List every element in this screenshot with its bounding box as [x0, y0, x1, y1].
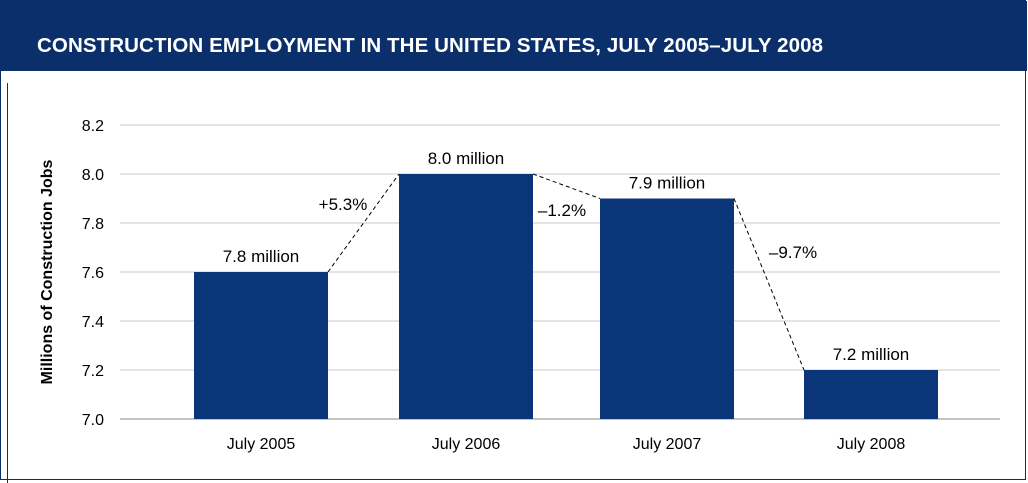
- y-tick-label: 7.0: [82, 412, 104, 429]
- data-label: 7.9 million: [629, 174, 706, 193]
- y-tick-label: 8.0: [82, 167, 104, 184]
- y-tick-label: 7.4: [82, 314, 104, 331]
- title-bar: CONSTRUCTION EMPLOYMENT IN THE UNITED ST…: [1, 1, 1027, 71]
- change-label: –9.7%: [769, 243, 817, 262]
- bar: [399, 174, 533, 419]
- x-tick-label: July 2007: [633, 436, 702, 453]
- chart-title: CONSTRUCTION EMPLOYMENT IN THE UNITED ST…: [37, 34, 824, 57]
- y-tick-label: 8.2: [82, 118, 104, 135]
- data-label: 7.8 million: [223, 247, 300, 266]
- change-label: –1.2%: [538, 201, 586, 220]
- x-tick-label: July 2005: [227, 436, 296, 453]
- x-tick-label: July 2006: [432, 436, 501, 453]
- change-connector: [733, 198, 805, 371]
- y-tick-label: 7.6: [82, 265, 104, 282]
- bar: [600, 198, 734, 419]
- bar: [194, 272, 328, 419]
- frame-left-rule: [7, 83, 8, 483]
- y-tick-label: 7.8: [82, 216, 104, 233]
- change-connector: [327, 173, 400, 273]
- x-tick-label: July 2008: [837, 436, 906, 453]
- data-label: 7.2 million: [833, 345, 910, 364]
- change-connector: [532, 173, 601, 199]
- change-label: +5.3%: [319, 195, 368, 214]
- bar: [804, 370, 938, 419]
- y-axis-label: Millions of Construction Jobs: [39, 159, 56, 384]
- y-tick-label: 7.2: [82, 363, 104, 380]
- data-label: 8.0 million: [428, 149, 505, 168]
